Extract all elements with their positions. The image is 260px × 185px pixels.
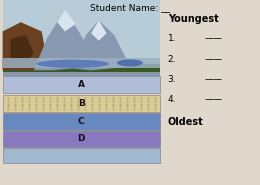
Polygon shape — [3, 22, 47, 70]
Polygon shape — [91, 20, 107, 41]
Polygon shape — [10, 35, 34, 61]
Text: B: B — [78, 99, 85, 108]
Bar — [3, 72, 160, 77]
Bar — [3, 148, 160, 163]
Text: ——: —— — [204, 34, 222, 43]
Bar — [3, 131, 160, 147]
Text: 3.: 3. — [168, 75, 176, 84]
Text: 1.: 1. — [168, 34, 176, 43]
Text: 4.: 4. — [168, 95, 176, 104]
Text: A: A — [78, 80, 85, 89]
Bar — [3, 58, 160, 68]
Text: ——: —— — [204, 55, 222, 64]
Text: 2.: 2. — [168, 55, 176, 64]
Bar — [3, 113, 160, 130]
Bar — [3, 0, 160, 76]
Text: C: C — [78, 117, 84, 126]
Ellipse shape — [36, 60, 109, 68]
Ellipse shape — [117, 59, 143, 66]
Text: ——: —— — [204, 95, 222, 104]
Polygon shape — [34, 9, 94, 70]
Bar — [3, 95, 160, 112]
Text: Youngest: Youngest — [168, 14, 218, 23]
Text: ——: —— — [204, 75, 222, 84]
Polygon shape — [57, 9, 75, 31]
Text: D: D — [77, 134, 85, 143]
Bar — [3, 76, 160, 93]
Text: Student Name: __: Student Name: __ — [90, 3, 170, 12]
Bar — [3, 64, 160, 76]
Text: Oldest: Oldest — [168, 117, 204, 127]
Polygon shape — [73, 20, 130, 70]
